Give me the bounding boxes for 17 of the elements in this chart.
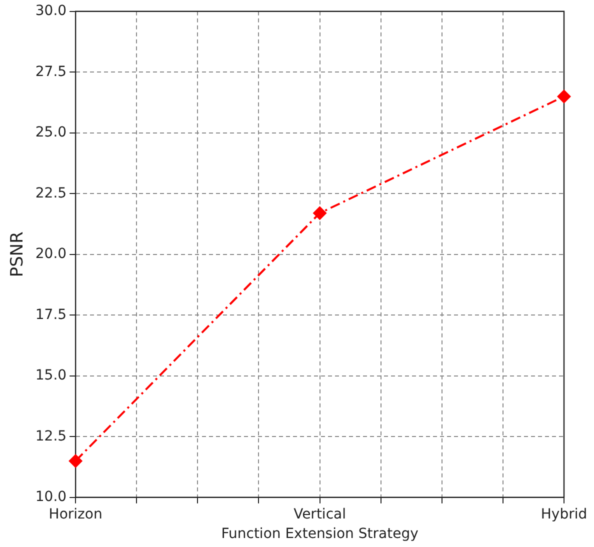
y-tick-label: 22.5 bbox=[35, 185, 67, 202]
y-tick-label: 25.0 bbox=[35, 124, 67, 141]
y-tick-label: 17.5 bbox=[35, 306, 67, 323]
y-tick-label: 30.0 bbox=[35, 3, 67, 20]
x-tick-label: Hybrid bbox=[540, 506, 588, 522]
y-tick-label: 12.5 bbox=[35, 428, 67, 444]
y-tick-label: 27.5 bbox=[35, 64, 67, 80]
y-tick-label: 10.0 bbox=[35, 489, 67, 506]
x-axis-title: Function Extension Strategy bbox=[221, 526, 418, 542]
y-tick-label: 15.0 bbox=[35, 368, 67, 384]
point bbox=[68, 454, 83, 468]
x-tick-label: Horizon bbox=[48, 506, 102, 522]
y-axis-title: PSNR bbox=[8, 231, 28, 278]
point bbox=[557, 89, 571, 104]
x-tick-label: Vertical bbox=[294, 506, 346, 522]
point bbox=[312, 206, 327, 220]
y-tick-label: 20.0 bbox=[35, 246, 67, 262]
